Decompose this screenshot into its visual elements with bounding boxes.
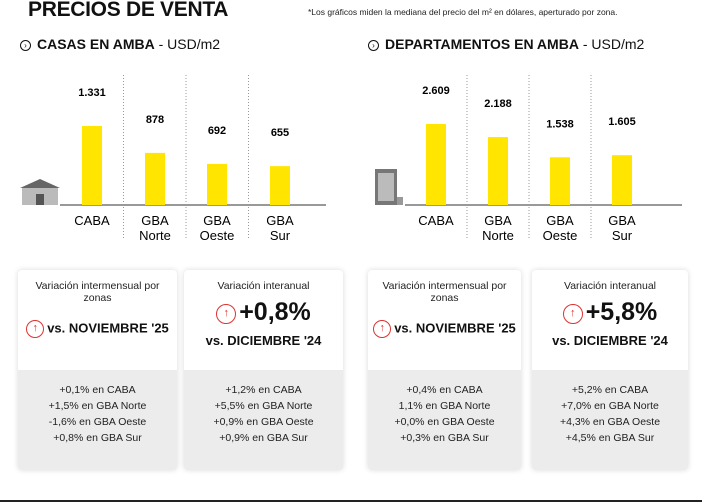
zone-variation: +1,2% en CABA [225, 384, 302, 396]
bar [426, 124, 446, 205]
card-heading: Variación interanual [217, 280, 310, 292]
variation-card: Variación interanual ↑ +0,8% vs. DICIEMBRE … [184, 270, 343, 470]
variation-card: Variación intermensual por zonas ↑ vs. NOV… [368, 270, 521, 470]
category-label: GBA [141, 213, 169, 228]
zone-variation: +4,5% en GBA Sur [565, 432, 655, 444]
section-title-text: DEPARTAMENTOS EN AMBA [385, 36, 579, 52]
value-label: 692 [208, 125, 226, 137]
category-label: Oeste [543, 228, 578, 243]
bar [270, 166, 290, 205]
category-label: GBA [546, 213, 574, 228]
comparison-label: vs. DICIEMBRE '24 [552, 333, 668, 348]
value-label: 655 [271, 127, 289, 139]
value-label: 2.188 [484, 98, 512, 110]
zone-variation: +5,5% en GBA Norte [214, 400, 313, 412]
section-title-departamentos: › DEPARTAMENTOS EN AMBA - USD/m2 [368, 36, 644, 52]
variation-card: Variación interanual ↑ +5,8% vs. DICIEMBRE … [532, 270, 688, 470]
zone-variation: +7,0% en GBA Norte [561, 400, 659, 412]
zone-variation: +0,9% en GBA Oeste [213, 416, 314, 428]
value-label: 2.609 [422, 85, 450, 97]
category-label: Norte [482, 228, 514, 243]
value-label: 878 [146, 114, 164, 126]
value-label: 1.605 [608, 116, 636, 128]
variation-card: Variación intermensual por zonas ↑ vs. NOV… [18, 270, 177, 470]
card-heading: Variación intermensual por zonas [35, 280, 160, 304]
bar [207, 163, 227, 205]
arrow-up-circle-icon: ↑ [216, 304, 237, 324]
bar [550, 157, 570, 205]
category-label: GBA [484, 213, 512, 228]
comparison-label: ↑ vs. NOVIEMBRE '25 [368, 320, 521, 338]
bar [488, 137, 508, 205]
zone-variation: 1,1% en GBA Norte [398, 400, 491, 412]
arrow-right-circle-icon: › [20, 40, 31, 51]
building-icon [375, 169, 403, 205]
comparison-label: ↑ vs. NOVIEMBRE '25 [18, 320, 177, 338]
section-unit: - USD/m2 [578, 36, 645, 52]
zone-variation: -1,6% en GBA Oeste [48, 416, 147, 428]
category-label: GBA [266, 213, 294, 228]
comparison-label: vs. DICIEMBRE '24 [205, 333, 322, 348]
page-title: PRECIOS DE VENTA [28, 0, 229, 21]
zone-variation: +0,3% en GBA Sur [400, 432, 489, 444]
section-unit: - USD/m2 [154, 36, 221, 52]
category-label: Sur [612, 228, 633, 243]
category-label: GBA [203, 213, 231, 228]
zone-variation: +0,9% en GBA Sur [219, 432, 308, 444]
zone-variation: +4,3% en GBA Oeste [559, 416, 661, 428]
zone-variation: +0,4% en CABA [406, 384, 483, 396]
category-label: Sur [270, 228, 291, 243]
category-label: GBA [608, 213, 636, 228]
house-icon [20, 179, 60, 205]
zone-variation: +0,1% en CABA [59, 384, 136, 396]
card-heading: Variación intermensual por zonas [382, 280, 507, 304]
arrow-right-circle-icon: › [368, 40, 379, 51]
category-label: Norte [139, 228, 171, 243]
arrow-up-circle-icon: ↑ [26, 320, 45, 338]
zone-variation: +0,0% en GBA Oeste [394, 416, 495, 428]
category-label: CABA [418, 213, 454, 228]
card-heading: Variación interanual [563, 280, 657, 292]
bar [145, 152, 165, 205]
value-label: 1.331 [78, 87, 106, 99]
zone-variation: +5,2% en CABA [571, 384, 649, 396]
arrow-up-circle-icon: ↑ [562, 304, 583, 324]
bar [82, 126, 102, 205]
variation-value: ↑ +5,8% [532, 298, 688, 327]
bar [612, 155, 632, 205]
zone-variation: +0,8% en GBA Sur [53, 432, 142, 444]
arrow-up-circle-icon: ↑ [373, 320, 392, 338]
charts: 1.331CABA878GBANorte692GBAOeste655GBASur… [20, 75, 682, 243]
section-title-text: CASAS EN AMBA [37, 36, 155, 52]
section-title-casas: › CASAS EN AMBA - USD/m2 [20, 36, 220, 52]
value-label: 1.538 [546, 118, 574, 130]
variation-value: ↑ +0,8% [184, 298, 343, 327]
footnote: *Los gráficos miden la mediana del preci… [308, 7, 618, 17]
zone-variation: +1,5% en GBA Norte [48, 400, 147, 412]
category-label: Oeste [200, 228, 235, 243]
divider [0, 500, 702, 502]
category-label: CABA [74, 213, 110, 228]
